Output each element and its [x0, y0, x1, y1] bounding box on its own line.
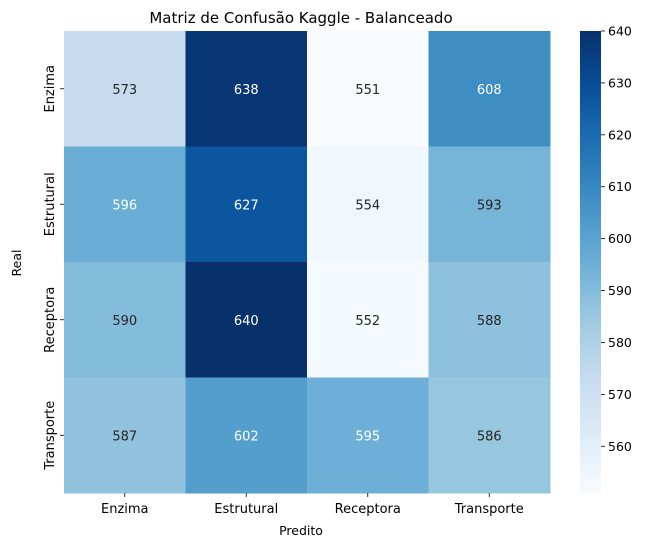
heatmap-cell: [185, 262, 308, 378]
cell-value-label: 640: [234, 314, 259, 329]
colorbar-tick-label: 640: [608, 24, 632, 39]
cell-value-label: 586: [477, 429, 502, 444]
x-axis-label: Predito: [279, 523, 323, 538]
colorbar-tick-label: 600: [608, 231, 632, 246]
cell-value-label: 552: [355, 314, 380, 329]
colorbar-tick-label: 560: [608, 439, 632, 454]
heatmap-cell: [64, 377, 186, 494]
heatmap-cell: [428, 31, 551, 147]
y-tick-label: Enzima: [43, 65, 58, 113]
y-tick-label: Transporte: [43, 401, 58, 471]
cell-value-label: 595: [355, 429, 380, 444]
heatmap-cells: 573 638 551 608 596 627 554 593 590 640 552 588 587 6…: [64, 31, 551, 494]
cell-value-label: 638: [234, 83, 259, 98]
cell-value-label: 593: [477, 198, 502, 213]
heatmap-cell: [64, 262, 186, 378]
cell-value-label: 551: [355, 83, 380, 98]
x-tick-label: Receptora: [335, 502, 401, 517]
cell-value-label: 602: [234, 429, 259, 444]
x-tick-labels: Enzima Estrutural Receptora Transporte: [101, 493, 524, 517]
cell-value-label: 590: [112, 314, 137, 329]
colorbar-gradient: [580, 31, 601, 493]
y-tick-label: Receptora: [43, 287, 58, 353]
x-tick-label: Estrutural: [214, 502, 278, 517]
colorbar-tick-label: 580: [608, 335, 632, 350]
chart-title: Matriz de Confusão Kaggle - Balanceado: [149, 9, 452, 27]
cell-value-label: 608: [477, 83, 502, 98]
colorbar-tick-label: 590: [608, 283, 632, 298]
heatmap-cell: [307, 146, 429, 263]
colorbar-tick-label: 630: [608, 75, 632, 90]
colorbar-tick-label: 610: [608, 179, 632, 194]
cell-value-label: 596: [112, 198, 137, 213]
heatmap-cell: [185, 146, 308, 263]
heatmap-cell: [64, 146, 186, 263]
x-tick-label: Transporte: [454, 502, 524, 517]
heatmap-cell: [64, 31, 186, 147]
y-axis-label: Real: [9, 250, 24, 277]
heatmap-cell: [185, 31, 308, 147]
heatmap-cell: [307, 377, 429, 494]
cell-value-label: 554: [355, 198, 380, 213]
cell-value-label: 627: [234, 198, 259, 213]
heatmap-cell: [307, 31, 429, 147]
heatmap-cell: [428, 377, 551, 494]
cell-value-label: 573: [112, 83, 137, 98]
y-tick-label: Estrutural: [43, 172, 58, 236]
heatmap-cell: [428, 146, 551, 263]
y-tick-labels: Enzima Estrutural Receptora Transporte: [43, 65, 64, 471]
x-tick-label: Enzima: [101, 502, 149, 517]
colorbar: 560 570 580 590 600 610 620 630 640: [580, 24, 632, 493]
heatmap-cell: [307, 262, 429, 378]
colorbar-tick-label: 620: [608, 127, 632, 142]
cell-value-label: 588: [477, 314, 502, 329]
cell-value-label: 587: [112, 429, 137, 444]
heatmap-cell: [185, 377, 308, 494]
colorbar-tick-label: 570: [608, 387, 632, 402]
heatmap-cell: [428, 262, 551, 378]
